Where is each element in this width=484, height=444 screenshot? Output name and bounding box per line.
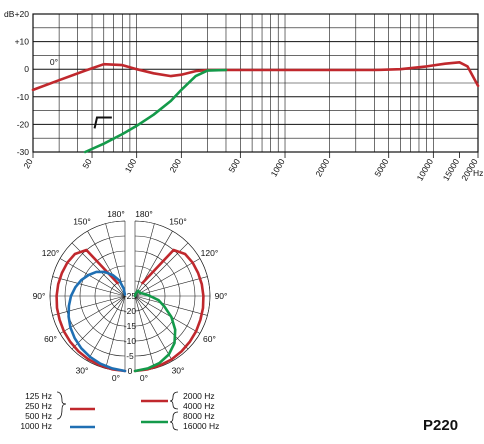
x-tick-label: 50 [80, 157, 94, 170]
legend-frequency: 2000 Hz [183, 391, 215, 401]
y-tick-label: +20 [15, 9, 30, 19]
polar-spoke [134, 295, 155, 369]
plot-frame [32, 13, 479, 153]
polar-pattern-chart: 180° 180° 150° 150° 120° 120° 90° 90° 60° 60° 30° 3… [33, 209, 228, 383]
polar-angle-label: 90° [215, 291, 228, 301]
polar-spoke [134, 295, 189, 350]
y-tick-label: -30 [17, 147, 30, 157]
polar-angle-label: 0° [140, 373, 148, 383]
y-tick-label: +10 [15, 37, 30, 47]
angle-annotation: 0° [50, 57, 58, 67]
polar-spoke [134, 258, 201, 297]
polar-radial-label: -20 [124, 306, 137, 316]
polar-curve-left-1 [55, 248, 127, 373]
legend-brace [169, 411, 179, 431]
polar-angle-label: 30° [172, 365, 185, 375]
y-tick-label: -20 [17, 119, 30, 129]
polar-angle-label: 120° [42, 248, 60, 258]
model-label: P220 [423, 417, 458, 434]
frequency-response-chart: +20 +10 0 -10 -20 -30 dB 20 50 100 200 500 1000 2000 5… [4, 9, 483, 182]
polar-spoke [87, 230, 126, 297]
polar-angle-label: 60° [44, 334, 57, 344]
legend-brace [169, 391, 179, 410]
x-tick-label: 100 [123, 157, 139, 175]
legend-frequency: 1000 Hz [20, 421, 52, 431]
polar-angle-label: 150° [169, 217, 187, 227]
legend-frequency: 16000 Hz [183, 421, 219, 431]
polar-curve-right-4 [133, 289, 177, 373]
response-curve-2 [83, 68, 228, 154]
polar-angle-label: 180° [107, 209, 125, 219]
legend-frequency: 125 Hz [25, 391, 52, 401]
polar-spoke [71, 295, 126, 350]
legend-brace [56, 391, 67, 420]
polar-radial-label: -10 [124, 336, 137, 346]
x-tick-label: 1000 [269, 157, 287, 179]
y-axis-label: dB [4, 9, 15, 19]
legend-frequency: 250 Hz [25, 401, 52, 411]
polar-angle-label: 30° [76, 365, 89, 375]
polar-spoke [87, 295, 126, 362]
polar-spoke [105, 295, 126, 369]
polar-spoke [52, 295, 126, 316]
polar-radial-label: -5 [126, 351, 134, 361]
polar-spoke [134, 295, 201, 334]
x-tick-label: 10000 [415, 157, 436, 183]
polar-spoke [134, 223, 155, 297]
polar-spoke [52, 276, 126, 297]
polar-spoke [134, 276, 208, 297]
polar-angle-label: 0° [112, 373, 120, 383]
y-tick-label: 0 [24, 64, 29, 74]
polar-spoke [134, 295, 173, 362]
polar-radial-label: 0 [128, 366, 133, 376]
response-curve-1 [31, 61, 480, 92]
legend-frequency: 500 Hz [25, 411, 52, 421]
legend-frequency: 4000 Hz [183, 401, 215, 411]
x-tick-label: 20 [21, 157, 35, 170]
polar-angle-label: 180° [135, 209, 153, 219]
polar-curve-right-3 [133, 248, 205, 373]
polar-curve-left-2 [67, 270, 127, 373]
x-axis-unit: Hz [473, 168, 483, 178]
polar-angle-label: 150° [73, 217, 91, 227]
polar-spoke [134, 230, 173, 297]
polar-radial-label: -15 [124, 321, 137, 331]
polar-angle-label: 60° [203, 334, 216, 344]
legend-frequency: 8000 Hz [183, 411, 215, 421]
x-tick-label: 500 [226, 157, 242, 175]
polar-radial-label: -25 [124, 291, 137, 301]
polar-angle-label: 90° [33, 291, 46, 301]
polar-spoke [134, 295, 208, 316]
bass-cut-symbol [93, 116, 112, 129]
polar-spoke [59, 258, 126, 297]
x-tick-label: 2000 [313, 157, 331, 179]
x-tick-label: 15000 [441, 157, 462, 183]
x-tick-label: 5000 [372, 157, 390, 179]
polar-angle-label: 120° [201, 248, 219, 258]
y-tick-label: -10 [17, 92, 30, 102]
x-tick-label: 200 [167, 157, 183, 175]
